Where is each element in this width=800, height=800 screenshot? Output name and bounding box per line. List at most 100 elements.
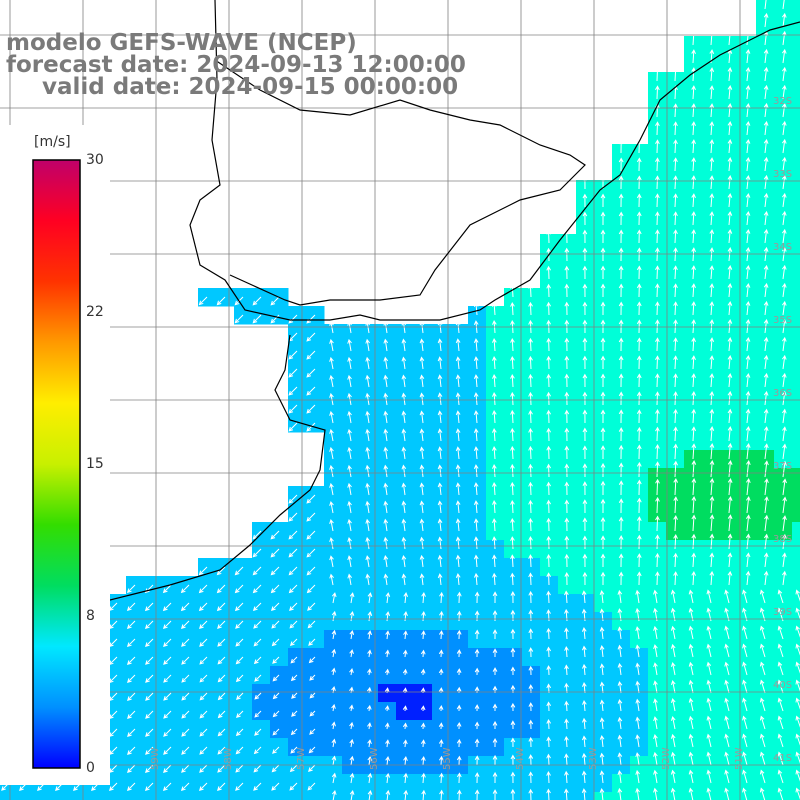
wind-cell bbox=[468, 324, 487, 343]
wind-arrow bbox=[181, 656, 190, 665]
wind-arrow bbox=[763, 372, 769, 388]
wind-cell bbox=[396, 630, 415, 649]
wind-cell bbox=[774, 306, 793, 325]
wind-arrow bbox=[781, 228, 787, 244]
wind-arrow bbox=[270, 548, 280, 558]
wind-arrow bbox=[455, 518, 461, 532]
wind-arrow bbox=[347, 410, 352, 424]
wind-arrow bbox=[421, 755, 426, 766]
wind-cell bbox=[540, 792, 559, 800]
wind-arrow bbox=[763, 102, 769, 118]
wind-cell bbox=[684, 774, 703, 793]
wind-arrow bbox=[510, 499, 515, 514]
wind-arrow bbox=[349, 772, 355, 784]
wind-cell bbox=[594, 450, 613, 469]
wind-cell bbox=[792, 252, 800, 271]
wind-cell bbox=[450, 630, 469, 649]
wind-arrow bbox=[727, 139, 733, 154]
wind-cell bbox=[378, 396, 397, 415]
wind-cell bbox=[450, 774, 469, 793]
wind-cell bbox=[684, 36, 703, 55]
wind-cell bbox=[522, 702, 541, 721]
wind-cell bbox=[720, 648, 739, 667]
wind-arrow bbox=[528, 665, 534, 676]
wind-cell bbox=[666, 594, 685, 613]
wind-arrow bbox=[349, 755, 355, 766]
wind-cell bbox=[684, 738, 703, 757]
wind-cell bbox=[576, 612, 595, 631]
wind-cell bbox=[486, 324, 505, 343]
wind-arrow bbox=[600, 517, 606, 532]
wind-arrow bbox=[655, 301, 660, 316]
wind-arrow bbox=[764, 443, 769, 460]
wind-arrow bbox=[473, 374, 479, 388]
wind-cell bbox=[666, 414, 685, 433]
wind-arrow bbox=[455, 428, 461, 442]
wind-cell bbox=[612, 252, 631, 271]
wind-arrow bbox=[528, 301, 533, 316]
wind-arrow bbox=[655, 478, 660, 496]
wind-arrow bbox=[492, 518, 497, 532]
wind-cell bbox=[450, 648, 469, 667]
wind-arrow bbox=[528, 590, 534, 604]
wind-cell bbox=[558, 342, 577, 361]
wind-arrow bbox=[727, 157, 733, 172]
wind-arrow bbox=[546, 753, 551, 766]
wind-arrow bbox=[691, 373, 696, 388]
wind-cell bbox=[792, 522, 800, 541]
wind-cell bbox=[774, 504, 793, 523]
wind-arrow bbox=[564, 247, 570, 262]
wind-arrow bbox=[745, 570, 751, 586]
wind-cell bbox=[360, 648, 379, 667]
wind-cell bbox=[450, 540, 469, 559]
wind-arrow bbox=[745, 102, 751, 118]
wind-arrow bbox=[600, 445, 606, 460]
wind-arrow bbox=[599, 590, 605, 604]
wind-cell bbox=[774, 414, 793, 433]
wind-cell bbox=[720, 72, 739, 91]
wind-arrow bbox=[795, 715, 800, 728]
wind-cell bbox=[540, 288, 559, 307]
wind-cell bbox=[666, 306, 685, 325]
wind-arrow bbox=[306, 584, 316, 594]
wind-arrow bbox=[582, 445, 588, 460]
wind-arrow bbox=[510, 771, 516, 784]
longitude-label: 56W bbox=[369, 747, 380, 770]
wind-cell bbox=[180, 792, 199, 800]
wind-cell bbox=[630, 378, 649, 397]
wind-cell bbox=[792, 198, 800, 217]
wind-cell bbox=[324, 738, 343, 757]
wind-cell bbox=[432, 522, 451, 541]
wind-cell bbox=[774, 486, 793, 505]
wind-arrow bbox=[795, 769, 800, 782]
wind-cell bbox=[522, 360, 541, 379]
wind-cell bbox=[648, 612, 667, 631]
wind-arrow bbox=[473, 428, 479, 442]
wind-cell bbox=[738, 54, 757, 73]
latitude-label: 40S bbox=[773, 680, 792, 691]
wind-arrow bbox=[491, 482, 497, 496]
wind-arrow bbox=[289, 782, 298, 791]
wind-arrow bbox=[764, 460, 769, 478]
wind-arrow bbox=[127, 710, 136, 719]
wind-cell bbox=[594, 486, 613, 505]
wind-cell bbox=[396, 414, 415, 433]
wind-arrow bbox=[763, 192, 769, 208]
wind-arrow bbox=[491, 356, 497, 370]
wind-arrow bbox=[763, 228, 769, 244]
wind-cell bbox=[738, 162, 757, 181]
wind-cell bbox=[486, 630, 505, 649]
wind-cell bbox=[558, 558, 577, 577]
wind-arrow bbox=[474, 704, 480, 712]
wind-cell bbox=[594, 648, 613, 667]
wind-cell bbox=[486, 576, 505, 595]
wind-arrow bbox=[764, 0, 767, 10]
wind-cell bbox=[648, 378, 667, 397]
wind-arrow bbox=[709, 139, 715, 154]
wind-cell bbox=[594, 684, 613, 703]
wind-arrow bbox=[270, 602, 280, 612]
wind-cell bbox=[432, 702, 451, 721]
wind-cell bbox=[684, 702, 703, 721]
wind-arrow bbox=[347, 464, 352, 478]
wind-arrow bbox=[673, 229, 678, 244]
